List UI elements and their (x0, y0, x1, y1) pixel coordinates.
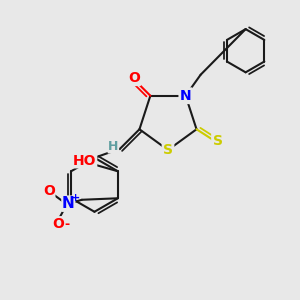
Text: O: O (43, 184, 55, 198)
Text: O: O (128, 71, 140, 85)
Text: -: - (64, 218, 69, 231)
Text: H: H (108, 140, 118, 153)
Text: N: N (62, 196, 75, 211)
Text: N: N (180, 89, 191, 103)
Text: O: O (52, 217, 64, 231)
Text: S: S (163, 143, 173, 157)
Text: HO: HO (73, 154, 97, 168)
Text: S: S (212, 134, 223, 148)
Text: +: + (70, 193, 80, 203)
